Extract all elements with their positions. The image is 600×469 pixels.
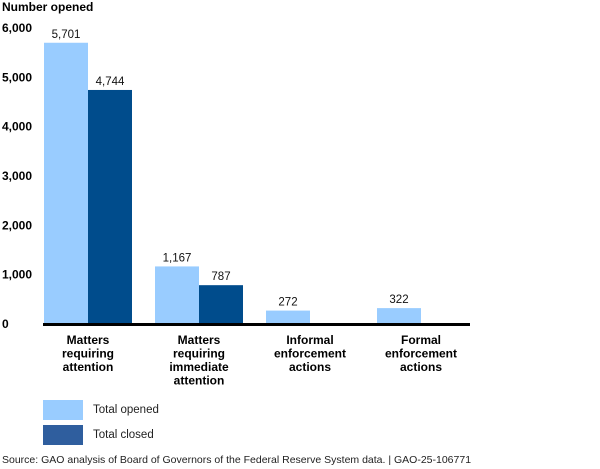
data-label: 1,167 [163, 252, 192, 264]
data-label: 272 [278, 297, 297, 309]
legend-label-total-closed: Total closed [93, 429, 154, 441]
y-tick-label: 3,000 [2, 169, 32, 183]
y-axis-title: Number opened [2, 0, 94, 14]
y-tick-label: 5,000 [2, 70, 32, 84]
legend-item-total-closed: Total closed [43, 425, 343, 445]
y-tick-label: 1,000 [2, 268, 32, 282]
y-tick-label: 4,000 [2, 120, 32, 134]
x-category-label: Matters requiring immediate attention [169, 333, 229, 388]
data-label: 4,744 [96, 76, 125, 88]
source-note: Source: GAO analysis of Board of Governo… [2, 454, 472, 466]
legend-swatch-total-closed [43, 425, 83, 445]
bar-opened [44, 42, 88, 324]
bar-chart: 0 1,000 2,000 3,000 4,000 5,000 6,000 5,701 1,16… [2, 21, 470, 388]
y-tick-label: 0 [2, 317, 9, 331]
legend-item-total-opened: Total opened [43, 400, 343, 420]
data-label: 787 [211, 271, 230, 283]
legend-swatch-total-opened [43, 400, 83, 420]
y-tick-label: 2,000 [2, 218, 32, 232]
bar-closed [199, 285, 243, 324]
bar-closed [88, 89, 132, 324]
data-label: 5,701 [52, 29, 81, 41]
legend-label-total-opened: Total opened [93, 404, 159, 416]
bar-opened [377, 308, 421, 324]
bar-opened [155, 266, 199, 324]
x-axis-line [43, 323, 470, 326]
y-tick-label: 6,000 [2, 21, 32, 35]
x-category-label: Formal enforcement actions [385, 333, 457, 374]
x-category-label: Informal enforcement actions [274, 333, 346, 374]
bar-opened [266, 310, 310, 324]
data-label: 322 [389, 294, 408, 306]
x-category-label: Matters requiring attention [62, 333, 114, 374]
